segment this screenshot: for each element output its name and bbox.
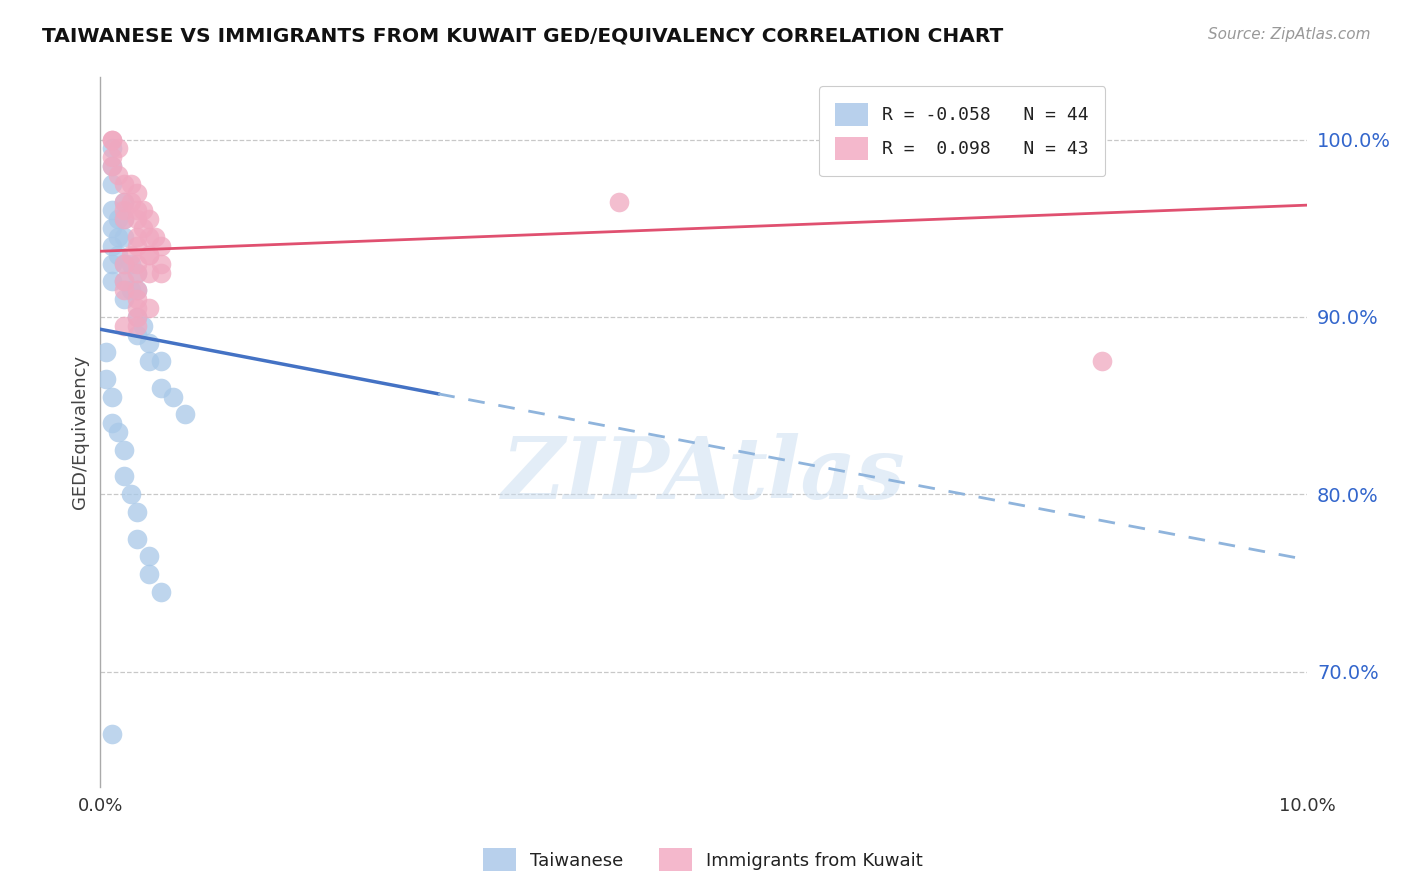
Point bbox=[125, 327, 148, 342]
Text: TAIWANESE VS IMMIGRANTS FROM KUWAIT GED/EQUIVALENCY CORRELATION CHART: TAIWANESE VS IMMIGRANTS FROM KUWAIT GED/… bbox=[42, 27, 1004, 45]
Point bbox=[607, 194, 630, 209]
Point bbox=[96, 372, 118, 386]
Point bbox=[101, 221, 124, 235]
Point bbox=[149, 257, 172, 271]
Point bbox=[101, 132, 124, 146]
Point bbox=[101, 159, 124, 173]
Point bbox=[131, 221, 153, 235]
Point bbox=[125, 532, 148, 546]
Point bbox=[107, 230, 129, 244]
Point bbox=[138, 266, 160, 280]
Point bbox=[138, 212, 160, 227]
Point bbox=[138, 336, 160, 351]
Point bbox=[107, 212, 129, 227]
Point bbox=[107, 141, 129, 155]
Point bbox=[114, 177, 136, 191]
Point bbox=[125, 310, 148, 324]
Point bbox=[114, 292, 136, 306]
Point bbox=[114, 212, 136, 227]
Point bbox=[138, 248, 160, 262]
Point bbox=[138, 354, 160, 368]
Point bbox=[114, 469, 136, 483]
Point bbox=[149, 354, 172, 368]
Point bbox=[101, 274, 124, 288]
Point bbox=[125, 310, 148, 324]
Point bbox=[114, 203, 136, 218]
Point bbox=[101, 141, 124, 155]
Point bbox=[120, 257, 142, 271]
Point bbox=[125, 203, 148, 218]
Point bbox=[114, 212, 136, 227]
Point bbox=[101, 203, 124, 218]
Point bbox=[114, 274, 136, 288]
Point bbox=[138, 230, 160, 244]
Point bbox=[120, 177, 142, 191]
Point bbox=[173, 408, 195, 422]
Point bbox=[125, 186, 148, 200]
Point bbox=[125, 318, 148, 333]
Point bbox=[138, 567, 160, 582]
Point bbox=[125, 230, 148, 244]
Point bbox=[107, 168, 129, 182]
Point bbox=[101, 132, 124, 146]
Point bbox=[114, 194, 136, 209]
Point bbox=[120, 487, 142, 501]
Point bbox=[138, 301, 160, 315]
Point bbox=[1091, 354, 1114, 368]
Point bbox=[101, 177, 124, 191]
Point bbox=[125, 212, 148, 227]
Point bbox=[131, 318, 153, 333]
Point bbox=[114, 257, 136, 271]
Point bbox=[114, 442, 136, 457]
Point bbox=[107, 425, 129, 439]
Point bbox=[101, 417, 124, 431]
Point bbox=[149, 584, 172, 599]
Point bbox=[149, 266, 172, 280]
Point bbox=[114, 230, 136, 244]
Point bbox=[120, 283, 142, 297]
Point bbox=[125, 266, 148, 280]
Point bbox=[114, 257, 136, 271]
Point bbox=[162, 390, 184, 404]
Point bbox=[120, 248, 142, 262]
Point bbox=[125, 283, 148, 297]
Point bbox=[125, 505, 148, 519]
Point bbox=[138, 549, 160, 564]
Point bbox=[107, 248, 129, 262]
Point bbox=[114, 283, 136, 297]
Point bbox=[125, 292, 148, 306]
Point bbox=[120, 194, 142, 209]
Point bbox=[138, 248, 160, 262]
Point bbox=[114, 194, 136, 209]
Legend: Taiwanese, Immigrants from Kuwait: Taiwanese, Immigrants from Kuwait bbox=[475, 841, 931, 879]
Point bbox=[114, 274, 136, 288]
Point bbox=[96, 345, 118, 359]
Point bbox=[125, 257, 148, 271]
Point bbox=[131, 203, 153, 218]
Point bbox=[101, 390, 124, 404]
Point bbox=[125, 283, 148, 297]
Point bbox=[101, 150, 124, 164]
Point bbox=[149, 239, 172, 253]
Text: ZIPAtlas: ZIPAtlas bbox=[502, 433, 905, 516]
Point bbox=[114, 318, 136, 333]
Y-axis label: GED/Equivalency: GED/Equivalency bbox=[72, 355, 89, 509]
Legend: R = -0.058   N = 44, R =  0.098   N = 43: R = -0.058 N = 44, R = 0.098 N = 43 bbox=[820, 87, 1105, 177]
Point bbox=[143, 230, 166, 244]
Point bbox=[101, 257, 124, 271]
Point bbox=[125, 239, 148, 253]
Point bbox=[125, 301, 148, 315]
Point bbox=[101, 726, 124, 740]
Point bbox=[149, 381, 172, 395]
Text: Source: ZipAtlas.com: Source: ZipAtlas.com bbox=[1208, 27, 1371, 42]
Point bbox=[101, 239, 124, 253]
Point bbox=[125, 266, 148, 280]
Point bbox=[101, 159, 124, 173]
